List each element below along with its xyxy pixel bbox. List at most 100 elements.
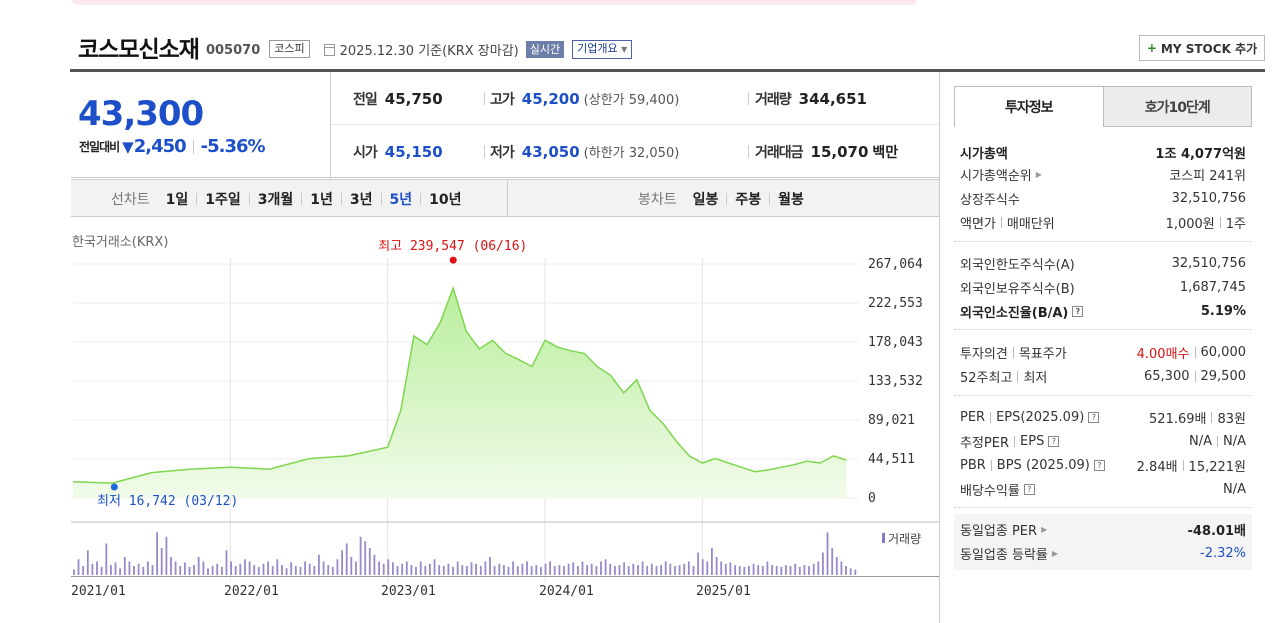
volume-bar xyxy=(687,561,690,575)
stat-trade-value: 거래대금 15,070 백만 xyxy=(755,142,898,162)
volume-bar xyxy=(308,563,311,576)
volume-bar xyxy=(701,559,704,575)
help-icon[interactable]: ? xyxy=(1088,411,1100,423)
x-tick-label: 2023/01 xyxy=(381,584,436,599)
volume-bar xyxy=(433,559,436,575)
volume-bar xyxy=(854,569,857,575)
industry-per-label: 동일업종 PER xyxy=(960,523,1038,539)
period-3y[interactable]: 3년 xyxy=(349,192,373,208)
volume-bar xyxy=(82,566,84,575)
price-panel: 43,300 전일대비 ▼ 2,450 -5.36% 전일 45,750 고가 … xyxy=(71,72,940,178)
volume-bar xyxy=(378,561,380,575)
change-label: 전일대비 xyxy=(79,140,120,154)
current-price: 43,300 xyxy=(78,94,204,134)
candle-daily[interactable]: 일봉 xyxy=(692,192,719,208)
stock-code: 005070 xyxy=(205,42,261,58)
help-icon[interactable]: ? xyxy=(1048,435,1060,447)
volume-bar xyxy=(234,566,237,575)
foreign-ratio-label: 외국인소진율(B/A) xyxy=(960,305,1069,321)
help-icon[interactable]: ? xyxy=(1023,483,1035,495)
volume-bar xyxy=(794,563,797,576)
volume-bar xyxy=(632,563,635,576)
row-industry-per[interactable]: 동일업종 PER ▶ -48.01배 xyxy=(954,517,1252,541)
tab-orderbook[interactable]: 호가10단계 xyxy=(1103,86,1252,127)
period-3m[interactable]: 3개월 xyxy=(257,192,294,208)
top-banner-edge xyxy=(72,0,917,5)
rank-label: 시가총액순위 xyxy=(960,168,1032,184)
tab-invest-info[interactable]: 투자정보 xyxy=(954,86,1104,127)
volume-bar xyxy=(429,563,431,576)
volume-bar xyxy=(660,565,662,575)
est-eps-label: EPS xyxy=(1020,433,1045,449)
row-industry-change[interactable]: 동일업종 등락률 ▶ -2.32% xyxy=(954,541,1252,565)
est-per-label: 추정PER xyxy=(960,435,1010,451)
stock-header: 코스모신소재 005070 코스피 2025.12.30 기준(KRX 장마감)… xyxy=(78,32,633,63)
help-icon[interactable]: ? xyxy=(1072,305,1084,317)
price-line xyxy=(72,285,847,484)
volume-bar xyxy=(835,557,838,575)
row-sep xyxy=(1219,216,1221,228)
volume-bar xyxy=(147,561,149,575)
foreign-hold-value: 1,687,745 xyxy=(1179,279,1246,295)
period-bar-divider xyxy=(507,180,508,217)
help-icon[interactable]: ? xyxy=(1093,459,1105,471)
volume-bar xyxy=(244,559,246,575)
row-rank[interactable]: 시가총액순위 ▶ 코스피 241위 xyxy=(954,162,1252,186)
volume-bar xyxy=(151,565,154,575)
volume-bar xyxy=(225,550,228,576)
volume-bar xyxy=(156,532,158,576)
opinion-section: 투자의견 목표주가 4.00매수 60,000 52주최고 최저 65,300 29,5… xyxy=(954,340,1252,388)
candle-weekly[interactable]: 주봉 xyxy=(735,192,762,208)
upper-limit: (상한가 59,400) xyxy=(583,93,680,108)
period-1y[interactable]: 1년 xyxy=(310,192,333,208)
volume-bar xyxy=(442,566,445,575)
period-1w[interactable]: 1주일 xyxy=(205,192,241,208)
volume-bar xyxy=(549,561,551,575)
volume-bar xyxy=(207,568,209,576)
volume-bar xyxy=(831,548,834,575)
volume-bar xyxy=(484,561,487,575)
realtime-button[interactable]: 실시간 xyxy=(525,40,565,58)
volume-bar xyxy=(253,565,256,575)
stat-high: 고가 45,200 (상한가 59,400) xyxy=(490,89,679,109)
pbr-value: 2.84배 xyxy=(1136,459,1178,475)
industry-change-value: -2.32% xyxy=(1200,545,1246,561)
x-tick-label: 2021/01 xyxy=(71,584,126,599)
candle-monthly[interactable]: 월봉 xyxy=(778,192,804,208)
volume-bar xyxy=(466,566,468,575)
period-5y[interactable]: 5년 xyxy=(389,192,413,208)
add-mystock-label: MY STOCK 추가 xyxy=(1160,41,1258,56)
volume-bar xyxy=(664,561,667,575)
chart-source-label: 한국거래소(KRX) xyxy=(72,235,169,250)
volume-bar xyxy=(757,565,760,575)
high-value: 45,200 xyxy=(521,90,580,108)
w52-high-value: 65,300 xyxy=(1144,368,1190,384)
volume-legend-swatch xyxy=(882,533,885,543)
volume-bar xyxy=(530,566,533,575)
add-mystock-button[interactable]: + MY STOCK 추가 xyxy=(1139,35,1265,61)
period-sep xyxy=(248,193,250,205)
max-annotation: 최고 239,547 (06/16) xyxy=(378,240,527,254)
stat-volume: 거래량 344,651 xyxy=(755,89,867,109)
high-label: 고가 xyxy=(490,92,515,108)
volume-bar xyxy=(331,566,334,575)
volume-bar xyxy=(521,563,524,576)
stat-prev-close: 전일 45,750 xyxy=(353,89,443,109)
volume-bar xyxy=(396,566,399,575)
line-chart-periods: 선차트 1일 1주일 3개월 1년 3년 5년 10년 xyxy=(111,189,462,209)
volume-bar xyxy=(184,562,186,575)
volume-bar xyxy=(359,536,362,576)
company-overview-button[interactable]: 기업개요 ▼ xyxy=(572,39,633,59)
volume-bar xyxy=(711,548,713,575)
foreign-limit-label: 외국인한도주식수(A) xyxy=(960,257,1075,273)
bps-value: 15,221원 xyxy=(1188,459,1246,475)
lower-limit: (하한가 32,050) xyxy=(583,146,680,161)
volume-bar xyxy=(221,566,223,575)
period-1d[interactable]: 1일 xyxy=(165,192,189,208)
period-sep xyxy=(769,193,771,205)
chart-period-bar: 선차트 1일 1주일 3개월 1년 3년 5년 10년 봉차트 일봉 주봉 월봉 xyxy=(71,179,940,217)
period-sep xyxy=(340,193,342,205)
foreign-ratio-value: 5.19% xyxy=(1200,303,1246,319)
industry-section: 동일업종 PER ▶ -48.01배 동일업종 등락률 ▶ -2.32% xyxy=(954,514,1252,570)
period-10y[interactable]: 10년 xyxy=(429,192,462,208)
